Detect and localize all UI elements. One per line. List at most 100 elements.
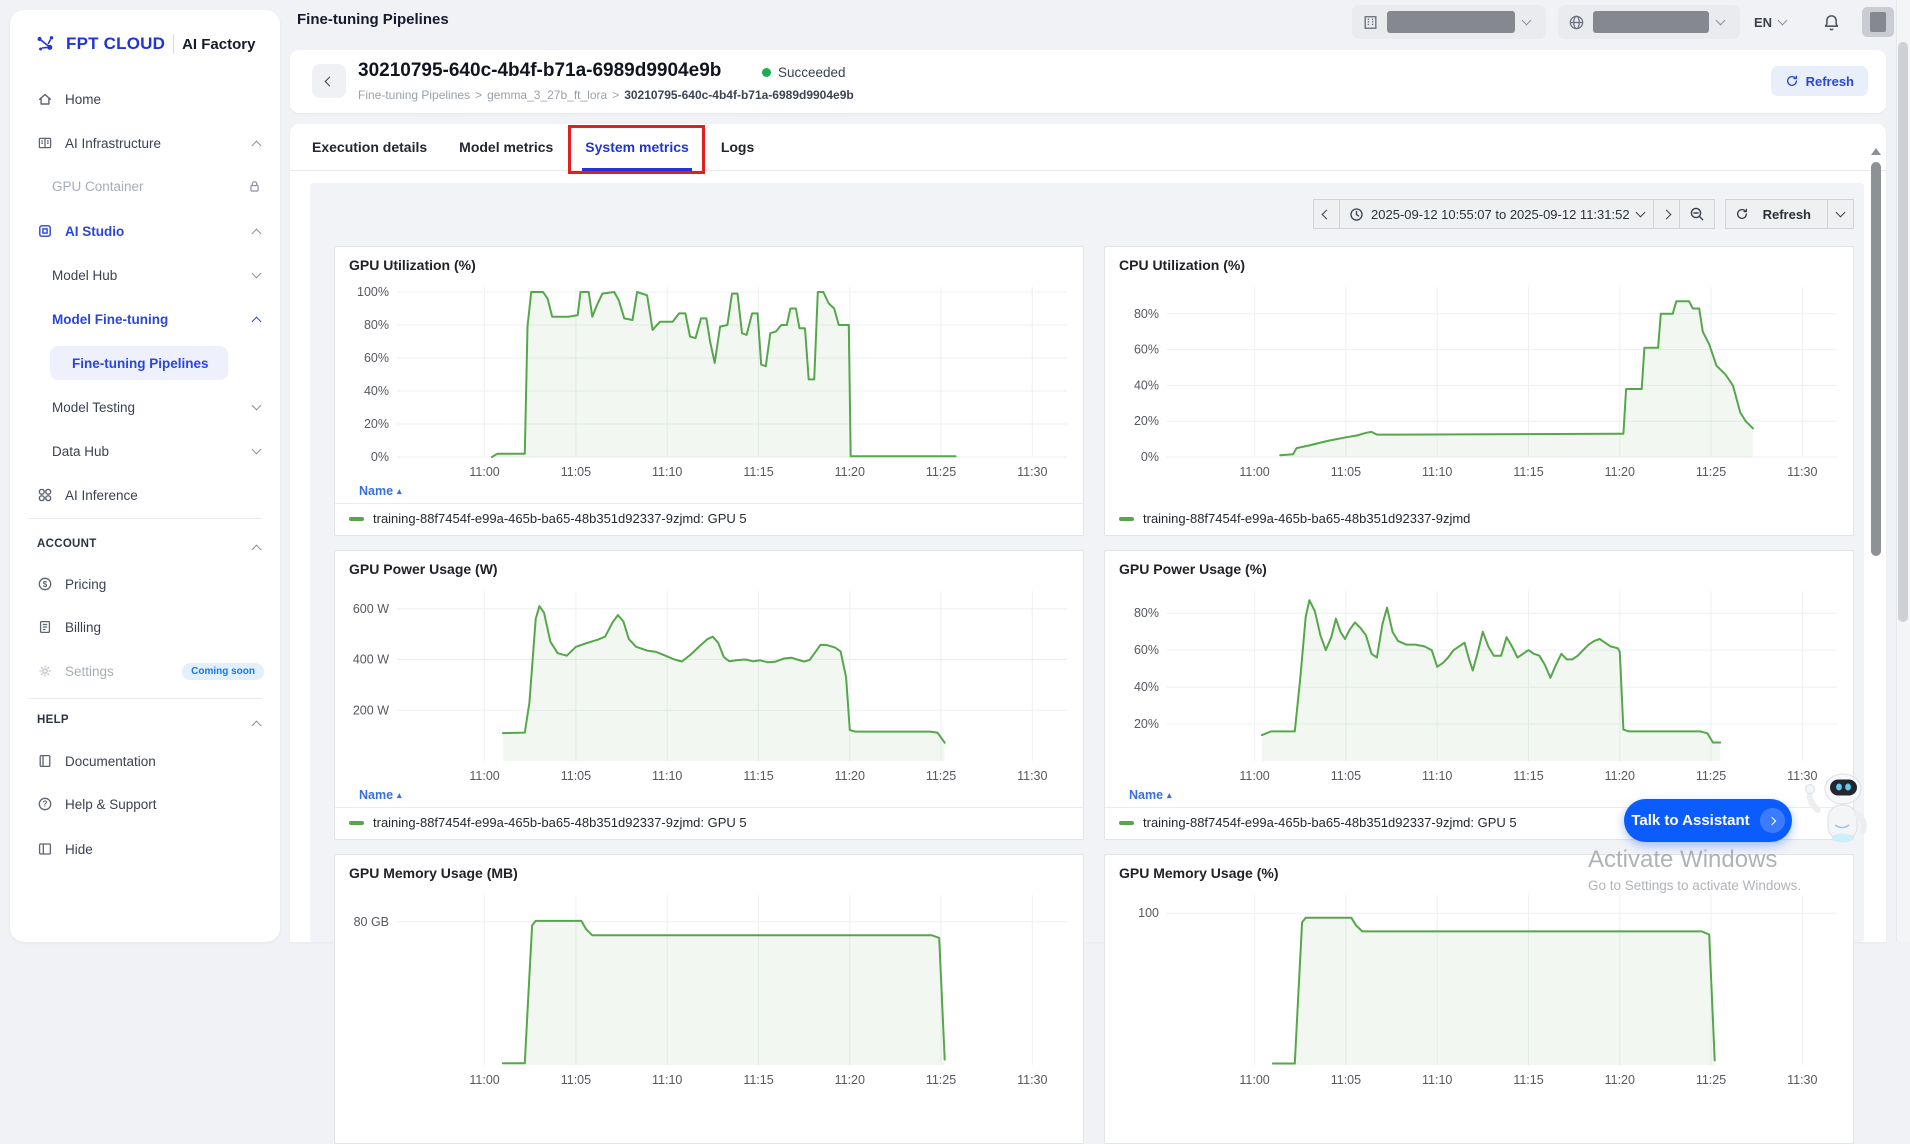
legend-series[interactable]: training-88f7454f-e99a-465b-ba65-48b351d… [335,504,1083,535]
chart-legend: Name ▴ training-88f7454f-e99a-465b-ba65-4… [1105,788,1853,839]
legend-series[interactable]: training-88f7454f-e99a-465b-ba65-48b351d… [335,808,1083,839]
svg-text:11:25: 11:25 [926,465,956,479]
sidebar-item-ai-inference[interactable]: AI Inference [10,480,280,510]
svg-text:11:15: 11:15 [1513,769,1543,783]
legend-series[interactable]: training-88f7454f-e99a-465b-ba65-48b351d… [1105,808,1853,839]
sidebar-item-billing[interactable]: Billing [10,612,280,642]
sidebar-item-model-testing[interactable]: Model Testing [10,392,280,422]
svg-text:20%: 20% [364,417,389,431]
svg-text:40%: 40% [364,384,389,398]
refresh-icon [1785,74,1799,88]
svg-text:11:20: 11:20 [835,769,865,783]
time-shift-back-button[interactable] [1313,199,1341,229]
sidebar-item-documentation[interactable]: Documentation [10,746,280,776]
svg-text:11:10: 11:10 [1422,769,1452,783]
sidebar-item-fine-tuning-pipelines[interactable]: Fine-tuning Pipelines [50,346,228,380]
chevron-up-icon[interactable] [251,720,262,731]
legend-series[interactable]: training-88f7454f-e99a-465b-ba65-48b351d… [1105,504,1853,535]
svg-text:100: 100 [1138,906,1159,920]
svg-text:40%: 40% [1134,378,1159,392]
legend-sort-header[interactable]: Name ▴ [1105,788,1853,808]
refresh-button[interactable]: Refresh [1770,66,1868,96]
sidebar-item-hide[interactable]: Hide [10,834,280,864]
gpu-memory-pct-chart[interactable]: 11:00 11:05 11:10 11:15 11:20 11:25 11:30 100 [1109,887,1851,1091]
sidebar-item-home[interactable]: Home [10,84,280,114]
gpu-power-w-chart[interactable]: 11:00 11:05 11:10 11:15 11:20 11:25 11:30 200 W… [339,583,1081,787]
back-button[interactable] [312,64,346,98]
chevron-down-icon [1777,15,1788,26]
legend-sort-header[interactable]: Name ▴ [335,484,1083,504]
gpu-memory-mb-chart[interactable]: 11:00 11:05 11:10 11:15 11:20 11:25 11:30 80 GB [339,887,1081,1091]
tenant-selector[interactable] [1352,5,1546,39]
notifications-button[interactable] [1822,5,1841,39]
breadcrumb-item[interactable]: gemma_3_27b_ft_lora [487,88,608,102]
assistant-robot-mascot[interactable] [1798,770,1880,866]
svg-text:80%: 80% [364,318,389,332]
sidebar-item-model-hub[interactable]: Model Hub [10,260,280,290]
time-range-picker[interactable]: 2025-09-12 10:55:07 to 2025-09-12 11:31:… [1339,199,1654,229]
language-selector[interactable]: EN [1754,5,1788,39]
sidebar-item-ai-studio[interactable]: AI Studio [10,216,280,246]
browser-scrollbar-track[interactable] [1896,0,1910,942]
svg-text:40%: 40% [1134,680,1159,694]
tab-execution-details[interactable]: Execution details [312,139,428,155]
legend-sort-header[interactable]: Name ▴ [335,788,1083,808]
chevron-down-icon [251,444,262,455]
svg-text:11:20: 11:20 [1605,465,1635,479]
talk-to-assistant-button[interactable]: Talk to Assistant [1624,799,1792,842]
svg-text:11:25: 11:25 [1696,769,1726,783]
metrics-refresh-button[interactable]: Refresh [1724,199,1828,229]
tab-model-metrics[interactable]: Model metrics [459,139,554,155]
sidebar-item-pricing[interactable]: $ Pricing [10,569,280,599]
clock-icon [1349,207,1364,222]
user-avatar[interactable] [1862,7,1894,37]
svg-text:11:10: 11:10 [1422,1073,1452,1087]
svg-text:11:25: 11:25 [1696,1073,1726,1087]
sidebar-item-data-hub[interactable]: Data Hub [10,436,280,466]
chevron-up-icon[interactable] [251,544,262,555]
chevron-right-icon [1661,209,1672,219]
svg-text:11:30: 11:30 [1787,769,1817,783]
status-badge: Succeeded [762,65,846,80]
tab-system-metrics[interactable]: System metrics [568,124,705,174]
svg-text:11:00: 11:00 [469,1073,499,1087]
svg-text:11:25: 11:25 [1696,465,1726,479]
gpu-utilization-chart[interactable]: 11:00 11:05 11:10 11:15 11:20 11:25 11:30 0% 20%… [339,279,1081,483]
brand-logo: FPT CLOUD AI Factory [36,34,255,54]
breadcrumb-item-current: 30210795-640c-4b4f-b71a-6989d9904e9b [624,88,854,102]
chart-title: GPU Memory Usage (MB) [349,865,518,881]
browser-scrollbar-thumb[interactable] [1898,42,1908,622]
svg-text:0%: 0% [1141,450,1159,464]
chart-title: GPU Memory Usage (%) [1119,865,1279,881]
avatar-placeholder [1870,12,1886,32]
sidebar-item-help-support[interactable]: ? Help & Support [10,789,280,819]
chart-panel-cpu-utilization: CPU Utilization (%) 11:00 11:05 11:10 11:15… [1104,246,1854,536]
fpt-cloud-logo-icon [36,35,58,53]
sidebar-item-gpu-container[interactable]: GPU Container [10,171,280,201]
svg-text:11:10: 11:10 [1422,465,1452,479]
tab-logs[interactable]: Logs [720,139,755,155]
chart-panel-gpu-memory-mb: GPU Memory Usage (MB) 11:00 11:05 11:10 11:… [334,854,1084,1144]
time-shift-forward-button[interactable] [1652,199,1680,229]
sidebar-item-model-fine-tuning[interactable]: Model Fine-tuning [10,304,280,334]
cpu-utilization-chart[interactable]: 11:00 11:05 11:10 11:15 11:20 11:25 11:30 0% 20%… [1109,279,1851,483]
gear-icon [37,663,53,679]
region-selector[interactable] [1558,5,1740,39]
chevron-up-icon [251,228,262,238]
chart-legend: ▴ training-88f7454f-e99a-465b-ba65-48b35… [1105,504,1853,535]
active-tab-underline [582,168,692,171]
breadcrumb-item[interactable]: Fine-tuning Pipelines [358,88,471,102]
svg-text:$: $ [43,580,48,589]
refresh-interval-dropdown[interactable] [1827,199,1854,229]
svg-text:400 W: 400 W [353,653,389,667]
gpu-power-pct-chart[interactable]: 11:00 11:05 11:10 11:15 11:20 11:25 11:30 20% 40… [1109,583,1851,787]
svg-text:11:30: 11:30 [1787,1073,1817,1087]
scroll-up-arrow-icon[interactable] [1871,148,1881,155]
sidebar-item-ai-infrastructure[interactable]: AI Infrastructure [10,128,280,158]
building-icon [1362,14,1379,31]
series-color-dash-icon [349,516,364,521]
zoom-out-button[interactable] [1678,199,1715,229]
metrics-scrollbar-thumb[interactable] [1871,162,1881,556]
chevron-up-icon [251,140,262,150]
svg-text:?: ? [43,800,48,809]
